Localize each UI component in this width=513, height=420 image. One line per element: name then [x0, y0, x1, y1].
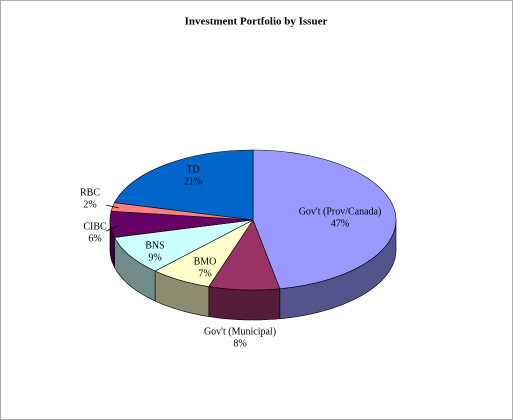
slice-label: BNS [145, 240, 164, 251]
slice-label: CIBC [83, 221, 107, 232]
slice-side [208, 286, 281, 321]
value-label: 2% [83, 199, 96, 210]
leader-line [105, 204, 120, 209]
value-label: 6% [88, 233, 101, 244]
slice [252, 149, 397, 290]
pie [109, 149, 397, 321]
value-label: 9% [148, 252, 161, 263]
slice [114, 149, 254, 221]
slice-label: Gov't (Municipal) [204, 326, 276, 337]
slice-label: BMO [194, 256, 217, 267]
chart-title: Investment Portfolio by Issuer [185, 16, 328, 28]
slice-tops [109, 149, 397, 291]
slice-label: RBC [80, 187, 100, 198]
value-label: 47% [331, 218, 349, 229]
slice-label: TD [186, 164, 199, 175]
slice-label: Gov't (Prov/Canada) [299, 206, 382, 217]
leader-line [105, 225, 119, 232]
slice [114, 219, 254, 272]
value-label: 8% [233, 338, 246, 349]
value-label: 21% [184, 176, 202, 187]
slice-sides [109, 219, 397, 321]
value-label: 7% [198, 268, 211, 279]
